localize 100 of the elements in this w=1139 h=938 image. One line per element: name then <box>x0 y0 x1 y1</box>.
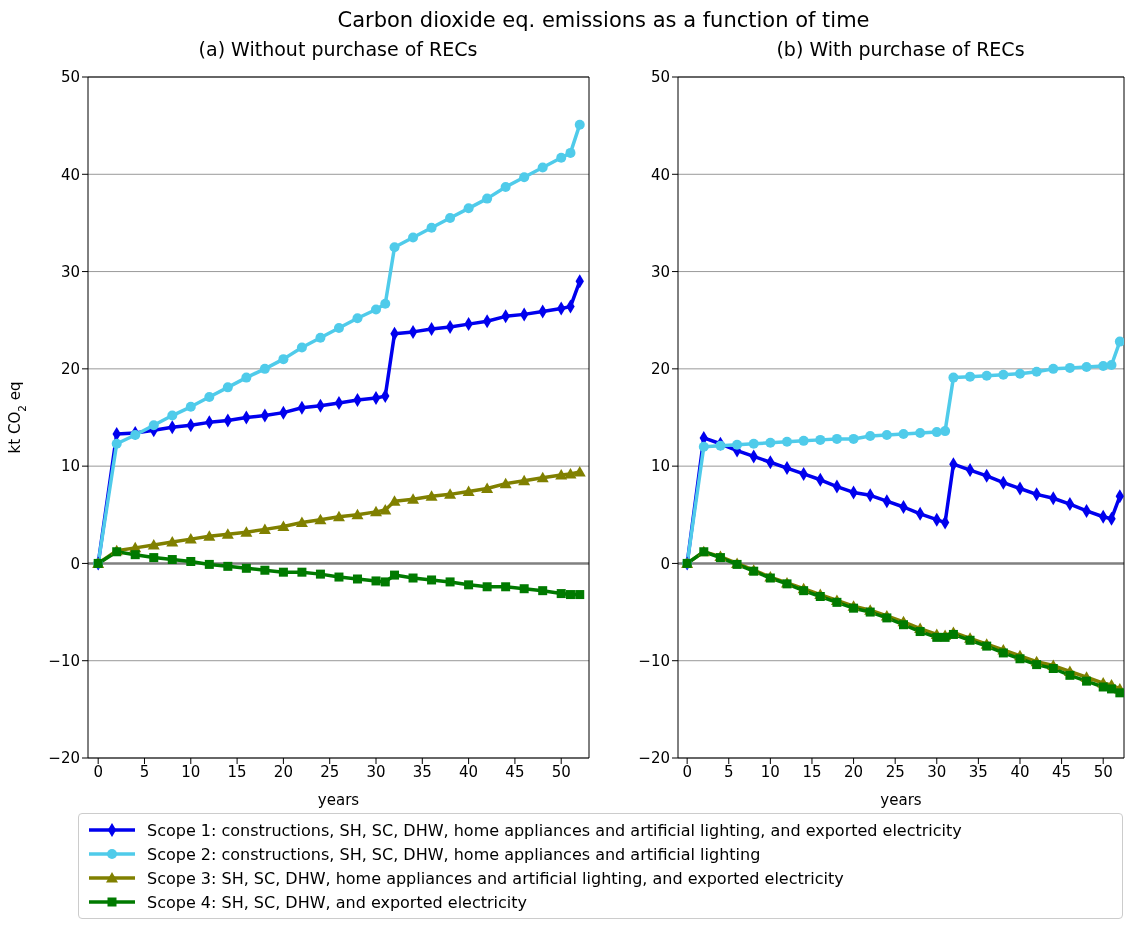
point <box>518 474 531 486</box>
x-axis-title: years <box>880 791 922 809</box>
point <box>167 410 178 421</box>
x-tick-label: 30 <box>927 762 947 781</box>
y-tick-label: 50 <box>650 68 670 87</box>
point <box>782 436 792 447</box>
point <box>408 573 418 583</box>
x-tick-label: 35 <box>968 762 988 781</box>
point <box>1064 362 1075 373</box>
y-tick-label: −20 <box>48 749 80 768</box>
y-tick-label: 50 <box>60 68 80 87</box>
point <box>185 401 196 412</box>
point <box>241 372 252 383</box>
x-tick-label: 0 <box>682 762 692 781</box>
point <box>147 538 160 550</box>
point <box>798 435 809 446</box>
point <box>167 555 177 565</box>
x-tick-label: 10 <box>760 762 780 781</box>
point <box>1082 676 1092 686</box>
point <box>371 576 381 586</box>
point <box>278 354 289 365</box>
point <box>1098 360 1109 371</box>
point <box>1065 670 1075 680</box>
point <box>258 523 271 534</box>
point <box>965 371 976 382</box>
point <box>315 569 325 579</box>
x-tick-label: 25 <box>320 762 340 781</box>
point <box>426 222 437 233</box>
point <box>1031 366 1042 377</box>
y-tick-label: −10 <box>638 652 670 671</box>
legend-label: Scope 2: constructions, SH, SC, DHW, home appliances and artificial lighting <box>147 844 761 864</box>
point <box>1106 359 1117 370</box>
point <box>408 232 419 243</box>
point <box>1032 660 1042 670</box>
x-tick-label: 50 <box>551 762 571 781</box>
point <box>564 467 577 479</box>
point <box>333 323 344 333</box>
point <box>297 567 307 577</box>
point <box>463 203 474 214</box>
point <box>831 433 842 444</box>
point <box>537 162 548 173</box>
point <box>427 575 437 585</box>
point <box>1115 688 1124 698</box>
point <box>221 528 234 539</box>
point <box>1081 361 1092 372</box>
point <box>380 298 391 309</box>
x-tick-label: 30 <box>366 762 386 781</box>
y-tick-label: 10 <box>60 457 80 476</box>
point <box>389 242 400 253</box>
point <box>481 482 494 494</box>
point <box>538 586 548 596</box>
chart-subtitle: (b) With purchase of RECs <box>775 38 1026 62</box>
point <box>556 589 566 599</box>
point <box>1048 363 1059 374</box>
x-tick-label: 40 <box>1010 762 1030 781</box>
point <box>1015 654 1025 664</box>
x-tick-label: 25 <box>885 762 905 781</box>
y-tick-label: 30 <box>60 262 80 281</box>
x-tick-label: 50 <box>1093 762 1113 781</box>
point <box>732 439 743 450</box>
y-tick-label: 30 <box>650 262 670 281</box>
y-tick-label: 10 <box>650 457 670 476</box>
point <box>815 592 825 602</box>
x-tick-label: 35 <box>412 762 432 781</box>
point <box>295 516 308 528</box>
point <box>223 561 233 571</box>
point <box>240 526 253 537</box>
point <box>184 533 197 544</box>
point <box>149 553 159 563</box>
point <box>334 572 344 582</box>
x-tick-label: 5 <box>139 762 150 781</box>
x-tick-label: 20 <box>844 762 864 781</box>
x-tick-label: 40 <box>459 762 479 781</box>
point <box>898 429 909 440</box>
point <box>573 465 586 477</box>
point <box>241 563 251 573</box>
point <box>932 632 942 642</box>
point <box>815 434 826 445</box>
point <box>748 438 759 449</box>
y-tick-label: 0 <box>70 554 80 573</box>
point <box>865 430 876 441</box>
point <box>575 590 585 600</box>
point <box>940 426 951 437</box>
point <box>186 556 196 566</box>
point <box>222 382 233 393</box>
point <box>899 620 908 630</box>
point <box>882 613 892 623</box>
point <box>848 433 859 444</box>
point <box>1098 682 1108 692</box>
point <box>445 577 455 587</box>
point <box>500 181 511 192</box>
point <box>277 520 290 531</box>
chart-title: Carbon dioxide eq. emissions as a function of time <box>336 8 871 34</box>
point <box>555 468 568 480</box>
point <box>425 490 438 501</box>
point <box>915 627 925 637</box>
x-tick-label: 45 <box>1052 762 1072 781</box>
y-tick-label: 0 <box>660 554 670 573</box>
point <box>881 430 892 441</box>
x-tick-label: 15 <box>802 762 822 781</box>
